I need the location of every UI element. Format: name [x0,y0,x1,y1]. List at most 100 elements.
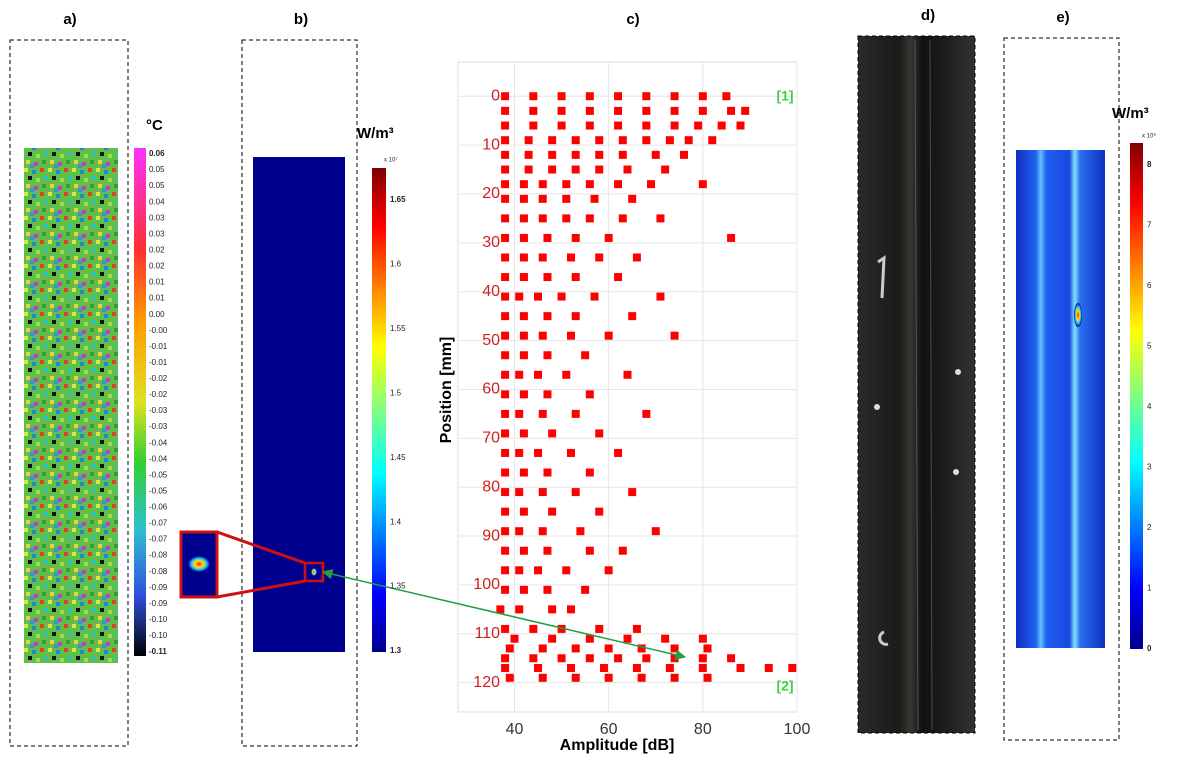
point [515,448,524,457]
point [538,673,547,682]
zoom-line [216,530,306,565]
point [501,253,510,262]
point [562,214,571,223]
y-tick-label: 80 [482,478,500,495]
colorbar-label: -0.09 [149,599,168,608]
point [670,644,679,653]
y-tick-label: 30 [482,234,500,251]
point [595,253,604,262]
panel-frame [1003,37,1120,741]
point [501,312,510,321]
point [519,233,528,242]
point [519,273,528,282]
point [642,409,651,418]
marking [878,630,889,646]
panel-label: e) [1056,9,1069,26]
point [585,390,594,399]
point [571,136,580,145]
panel-label: b) [294,11,308,28]
colorbar-label: 0.01 [149,278,165,287]
colorbar-title: °C [146,117,163,134]
point [642,136,651,145]
colorbar-label: 1.6 [390,260,402,269]
colorbar-label: 0.03 [149,213,165,222]
point [501,331,510,340]
plot-area [457,61,798,713]
point [501,180,510,189]
point [557,292,566,301]
point [501,546,510,555]
colorbar-label: -0.01 [149,358,168,367]
point [614,180,623,189]
point [501,214,510,223]
point [576,527,585,536]
point [661,634,670,643]
colorbar [134,148,146,656]
point [614,121,623,130]
point [708,136,717,145]
point [557,121,566,130]
point [529,121,538,130]
colorbar-label: 1.45 [390,453,406,462]
point [538,194,547,203]
marking [953,469,959,475]
point [595,624,604,633]
colorbar-label: -0.04 [149,438,168,447]
point [534,292,543,301]
point [670,121,679,130]
thermal-image [24,148,118,663]
point [548,136,557,145]
point [501,488,510,497]
colorbar-label: -0.03 [149,406,168,415]
colorbar-label: 0 [1147,644,1152,653]
point [632,253,641,262]
point [614,273,623,282]
marking [955,369,961,375]
point [698,634,707,643]
colorbar-label: -0.06 [149,503,168,512]
point [595,136,604,145]
colorbar-label: 1 [1147,584,1152,593]
point [623,165,632,174]
colorbar-label: 4 [1147,402,1152,411]
point [501,273,510,282]
heat-image [1016,150,1105,648]
point [618,214,627,223]
colorbar-label: -0.00 [149,326,168,335]
point [703,644,712,653]
point [519,194,528,203]
colorbar [1130,143,1143,649]
point [501,664,510,673]
y-tick-label: 120 [473,674,500,691]
point [538,253,547,262]
point [562,566,571,575]
point [501,136,510,145]
point [543,233,552,242]
point [736,121,745,130]
point [614,92,623,101]
point [548,605,557,614]
point [524,165,533,174]
point [501,292,510,301]
point [543,390,552,399]
point [661,165,670,174]
point [567,448,575,457]
point [665,664,674,673]
colorbar-label: 1.3 [390,646,402,655]
point [585,654,594,663]
colorbar-label: -0.02 [149,390,168,399]
colorbar-label: -0.09 [149,583,168,592]
zoom-line [216,579,306,599]
point [515,527,524,536]
point [722,92,731,101]
x-tick-label: 60 [600,721,618,738]
point [632,664,641,673]
y-tick-label: 60 [482,381,500,398]
point [524,150,533,159]
colorbar-label: 5 [1147,342,1152,351]
point [788,664,797,673]
point [501,390,510,399]
point [618,150,627,159]
point [543,546,552,555]
